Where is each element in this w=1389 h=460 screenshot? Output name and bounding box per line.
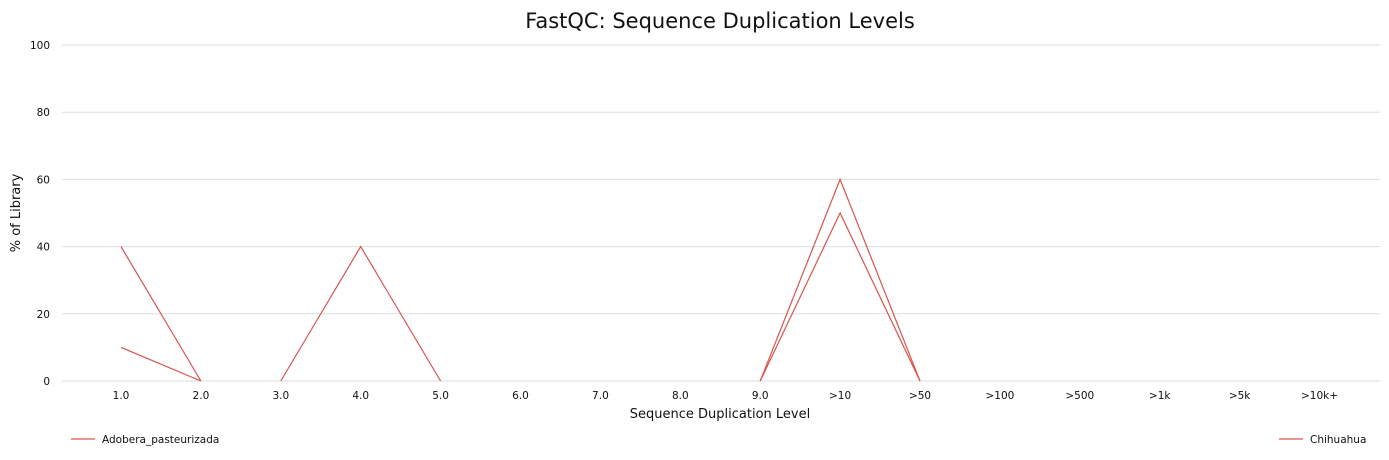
x-tick-label: >10 (829, 390, 851, 402)
y-tick-label: 100 (30, 40, 50, 52)
x-tick-label: 4.0 (352, 390, 369, 402)
chart-title: FastQC: Sequence Duplication Levels (525, 9, 915, 33)
y-tick-label: 80 (37, 107, 50, 119)
series-line-chihuahua (120, 211, 921, 382)
legend-label: Adobera_pasteurizada (102, 434, 219, 446)
x-tick-label: 6.0 (512, 390, 529, 402)
series-line-unnamed-2 (280, 245, 442, 382)
y-tick-label: 20 (37, 309, 50, 321)
x-tick-label: 2.0 (193, 390, 210, 402)
x-tick-label: 9.0 (752, 390, 769, 402)
x-tick-label: >500 (1065, 390, 1094, 402)
x-tick-label: >50 (909, 390, 931, 402)
x-tick-label: 8.0 (672, 390, 689, 402)
x-tick-label: >5k (1229, 390, 1251, 402)
x-tick-label: >100 (985, 390, 1014, 402)
y-axis-label: % of Library (9, 173, 24, 252)
legend: Adobera_pasteurizada Chihuahua (71, 434, 1366, 446)
grid (62, 44, 1380, 382)
x-tick-label: >1k (1149, 390, 1171, 402)
x-axis-label: Sequence Duplication Level (630, 407, 810, 422)
legend-label: Chihuahua (1310, 434, 1366, 446)
series-lines (120, 177, 921, 382)
series-line-adobera-pasteurizada (120, 177, 921, 382)
y-tick-label: 0 (43, 376, 50, 388)
y-tick-label: 40 (37, 242, 50, 254)
y-axis-ticks: 0 20 40 60 80 100 (30, 40, 50, 388)
x-tick-label: 3.0 (272, 390, 289, 402)
x-tick-label: >10k+ (1301, 390, 1338, 402)
x-tick-label: 5.0 (432, 390, 449, 402)
x-tick-label: 7.0 (592, 390, 609, 402)
x-axis-ticks: 1.0 2.0 3.0 4.0 5.0 6.0 7.0 8.0 9.0 >10 >50 >100 >50… (113, 390, 1338, 402)
x-tick-label: 1.0 (113, 390, 130, 402)
y-tick-label: 60 (37, 174, 50, 186)
